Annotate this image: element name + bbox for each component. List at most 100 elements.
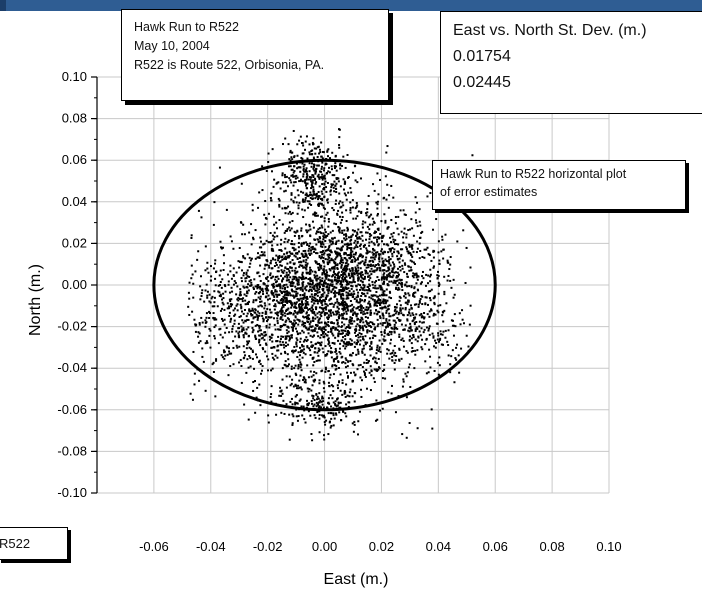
scatter-point [290, 193, 293, 196]
scatter-point [218, 166, 221, 169]
scatter-point [293, 319, 296, 322]
scatter-point [419, 298, 422, 301]
scatter-point [368, 289, 371, 292]
scatter-point [387, 269, 390, 272]
scatter-point [327, 401, 330, 404]
scatter-point [370, 240, 373, 243]
scatter-point [369, 313, 372, 316]
scatter-point [354, 207, 357, 210]
scatter-point [287, 239, 290, 242]
scatter-point [445, 302, 448, 305]
scatter-point [292, 275, 295, 278]
scatter-point [359, 231, 362, 234]
scatter-point [270, 316, 273, 319]
scatter-point [388, 324, 391, 327]
scatter-point [402, 339, 405, 342]
scatter-point [329, 373, 332, 376]
scatter-point [382, 262, 385, 265]
scatter-point [349, 316, 352, 319]
scatter-point [412, 250, 415, 253]
scatter-point [292, 184, 295, 187]
scatter-point [377, 310, 380, 313]
scatter-point [388, 315, 391, 318]
scatter-point [305, 223, 308, 226]
scatter-point [386, 145, 389, 148]
scatter-point [421, 315, 424, 318]
scatter-point [298, 319, 301, 322]
scatter-point [379, 286, 382, 289]
scatter-point [363, 300, 366, 303]
scatter-point [290, 326, 293, 329]
scatter-point [338, 314, 341, 317]
scatter-point [332, 209, 335, 212]
scatter-point [374, 254, 377, 257]
scatter-point [239, 290, 242, 293]
scatter-point [324, 236, 327, 239]
scatter-point [346, 375, 349, 378]
scatter-point [294, 177, 297, 180]
scatter-point [397, 258, 400, 261]
scatter-point [237, 322, 240, 325]
scatter-point [383, 335, 386, 338]
scatter-point [291, 329, 294, 332]
scatter-point [343, 192, 346, 195]
scatter-point [278, 254, 281, 257]
scatter-point [317, 397, 320, 400]
scatter-point [311, 384, 314, 387]
scatter-point [190, 264, 193, 267]
scatter-point [301, 162, 304, 165]
scatter-point [232, 267, 235, 270]
scatter-point [329, 190, 332, 193]
scatter-point [351, 267, 354, 270]
scatter-point [285, 375, 288, 378]
scatter-point [239, 294, 242, 297]
scatter-point [306, 297, 309, 300]
scatter-point [306, 345, 309, 348]
scatter-point [362, 347, 365, 350]
scatter-point [382, 300, 385, 303]
scatter-point [356, 240, 359, 243]
y-tick-label: 0.02 [62, 235, 87, 250]
scatter-point [299, 264, 302, 267]
scatter-point [289, 337, 292, 340]
scatter-point [361, 335, 364, 338]
scatter-point [405, 246, 408, 249]
scatter-point [264, 350, 267, 353]
scatter-point [322, 169, 325, 172]
scatter-point [224, 331, 227, 334]
scatter-point [323, 265, 326, 268]
scatter-point [262, 293, 265, 296]
scatter-point [310, 193, 313, 196]
scatter-point [345, 306, 348, 309]
scatter-point [328, 376, 331, 379]
scatter-point [382, 317, 385, 320]
scatter-point [327, 370, 330, 373]
scatter-point [300, 244, 303, 247]
scatter-point [337, 229, 340, 232]
scatter-point [369, 304, 372, 307]
scatter-point [302, 322, 305, 325]
scatter-point [337, 401, 340, 404]
scatter-point [430, 408, 433, 411]
scatter-point [318, 256, 321, 259]
scatter-point [339, 406, 342, 409]
scatter-point [290, 266, 293, 269]
scatter-point [305, 277, 308, 280]
scatter-point [274, 290, 277, 293]
scatter-point [389, 275, 392, 278]
scatter-point [220, 354, 223, 357]
scatter-point [286, 251, 289, 254]
scatter-point [241, 300, 244, 303]
scatter-point [301, 273, 304, 276]
scatter-point [427, 253, 430, 256]
scatter-point [332, 313, 335, 316]
scatter-point [271, 293, 274, 296]
scatter-point [192, 350, 195, 353]
scatter-point [332, 401, 335, 404]
scatter-point [268, 303, 271, 306]
scatter-point [312, 156, 315, 159]
scatter-point [323, 330, 326, 333]
scatter-point [247, 289, 250, 292]
scatter-point [238, 298, 241, 301]
scatter-point [384, 263, 387, 266]
